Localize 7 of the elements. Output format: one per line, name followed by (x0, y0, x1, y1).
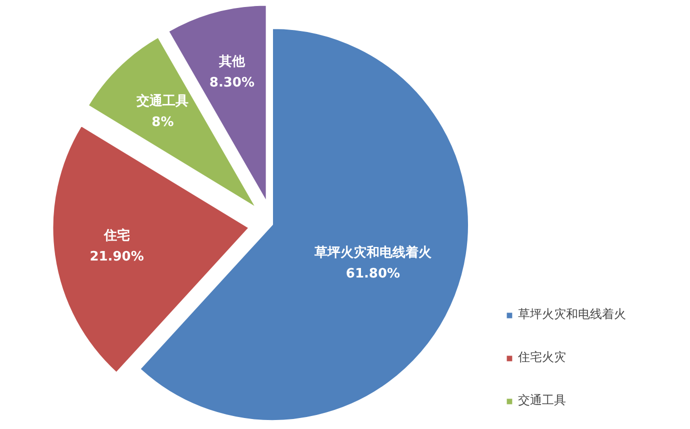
legend-label: 草坪火灾和电线着火 (518, 306, 626, 323)
legend-label: 交通工具 (518, 392, 566, 409)
data-label: 住宅 21.90% (90, 228, 144, 265)
data-label: 草坪火灾和电线着火 61.80% (313, 244, 432, 282)
data-label: 交通工具 8% (136, 92, 189, 130)
legend-label: 住宅火灾 (518, 349, 566, 366)
data-label: 其他 8.30% (209, 54, 255, 91)
